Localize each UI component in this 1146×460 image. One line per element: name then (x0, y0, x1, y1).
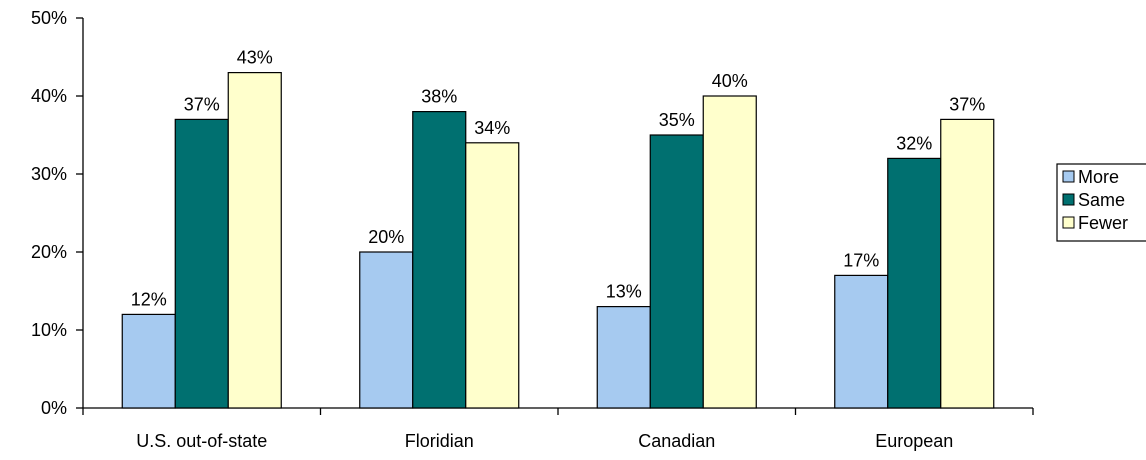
data-label: 43% (237, 48, 273, 68)
bars (121, 71, 995, 409)
bar-same (174, 118, 229, 409)
legend-label-same: Same (1078, 190, 1125, 210)
bar-fewer (465, 142, 520, 409)
axes: 0% 10% 20% 30% 40% 50% U.S. out-of-state Florid… (31, 8, 1034, 451)
bar-fewer (227, 71, 282, 409)
bar-more (359, 251, 414, 409)
bar-more (834, 274, 889, 409)
bar-more (596, 306, 651, 409)
x-tick-label: Floridian (405, 431, 474, 451)
data-label: 35% (659, 110, 695, 130)
data-label: 37% (949, 94, 985, 114)
data-label: 13% (606, 282, 642, 302)
data-label: 38% (421, 87, 457, 107)
bar-fewer (940, 118, 995, 409)
legend: More Same Fewer (1056, 163, 1146, 242)
data-labels: 12% 37% 43% 20% 38% 34% 13% 35% 40% 17% 32% 37% (131, 48, 986, 310)
data-label: 40% (712, 71, 748, 91)
bar-same (649, 134, 704, 409)
y-tick-label: 50% (31, 8, 67, 28)
data-label: 32% (896, 133, 932, 153)
y-tick-label: 0% (41, 398, 67, 418)
y-tick-label: 30% (31, 164, 67, 184)
y-tick-label: 40% (31, 86, 67, 106)
y-tick-label: 20% (31, 242, 67, 262)
legend-swatch-fewer (1062, 216, 1075, 229)
data-label: 12% (131, 289, 167, 309)
legend-swatch-same (1062, 193, 1075, 206)
data-label: 34% (474, 118, 510, 138)
x-tick-label: Canadian (638, 431, 715, 451)
x-tick-label: European (875, 431, 953, 451)
legend-label-more: More (1078, 167, 1119, 187)
data-label: 20% (368, 227, 404, 247)
bar-fewer (702, 95, 757, 409)
data-label: 37% (184, 94, 220, 114)
x-tick-label: U.S. out-of-state (136, 431, 267, 451)
bar-same (887, 157, 942, 409)
y-tick-label: 10% (31, 320, 67, 340)
bar-same (412, 110, 467, 409)
bar-more (121, 313, 176, 409)
data-label: 17% (843, 250, 879, 270)
legend-label-fewer: Fewer (1078, 213, 1128, 233)
legend-swatch-more (1062, 170, 1075, 183)
